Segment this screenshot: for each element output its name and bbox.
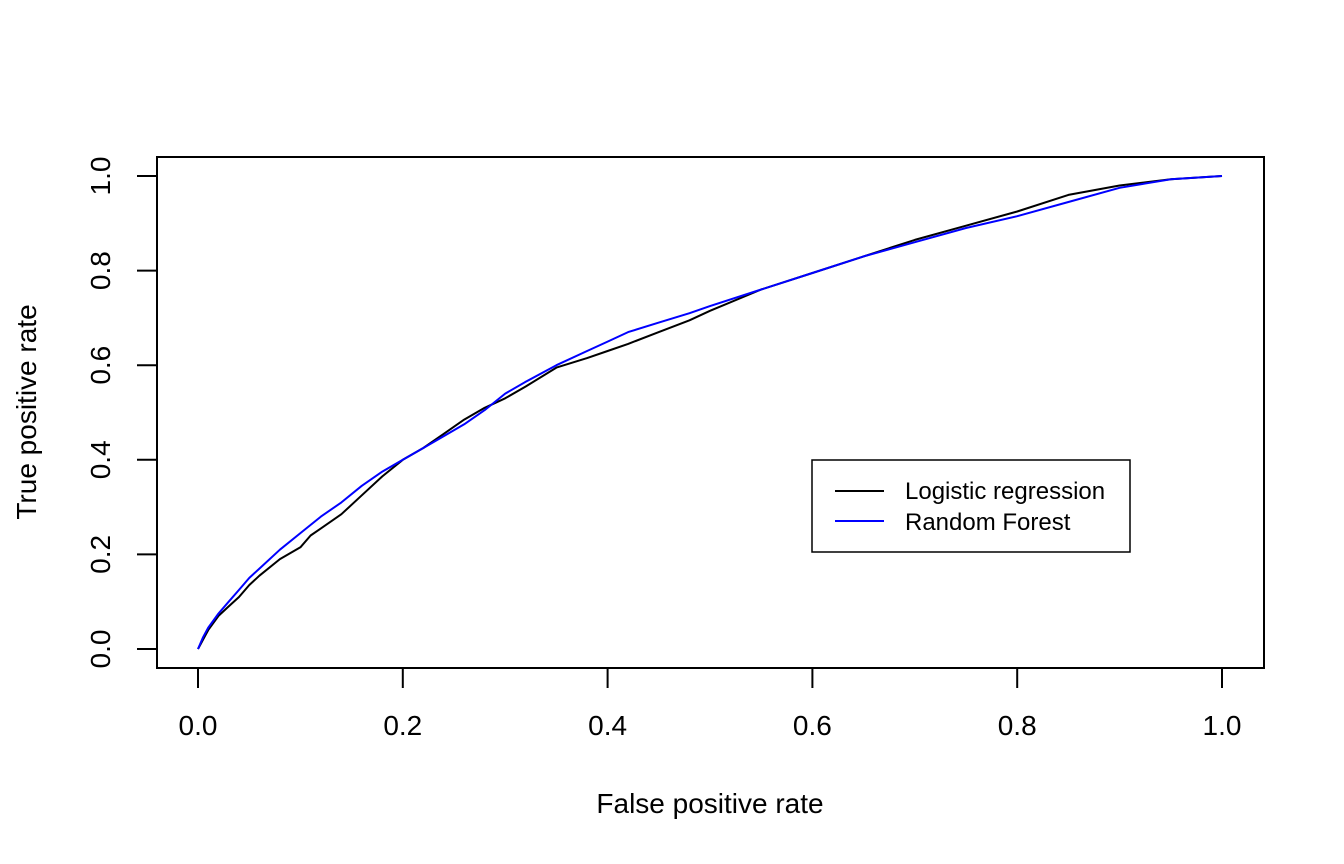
x-tick-label: 1.0 [1203,710,1242,741]
series-layer [197,175,1223,650]
legend-box [811,459,1131,553]
y-tick-label: 0.8 [85,251,116,290]
x-tick-label: 0.6 [793,710,832,741]
x-axis-title: False positive rate [596,788,823,819]
y-tick-label: 1.0 [85,157,116,196]
y-tick-label: 0.6 [85,346,116,385]
y-axis-title: True positive rate [11,304,42,519]
legend-label-random-forest: Random Forest [905,509,1071,536]
legend-label-logistic-regression: Logistic regression [905,478,1105,505]
series-line-random-forest [197,175,1223,650]
x-tick-label: 0.2 [383,710,422,741]
y-tick-label: 0.4 [85,440,116,479]
series-line-logistic-regression [197,175,1223,650]
legend: Logistic regression Random Forest [811,459,1131,553]
x-tick-label: 0.0 [179,710,218,741]
y-tick-label: 0.2 [85,535,116,574]
x-axis: 0.0 0.2 0.4 0.6 0.8 1.0 [179,667,1242,741]
y-tick-label: 0.0 [85,630,116,669]
x-tick-label: 0.8 [998,710,1037,741]
y-axis: 0.0 0.2 0.4 0.6 0.8 1.0 [85,157,158,669]
plot-frame [156,156,1265,669]
x-tick-label: 0.4 [588,710,627,741]
